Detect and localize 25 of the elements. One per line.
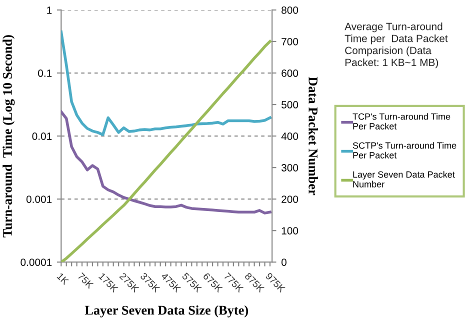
x-tick-label: 75K <box>77 272 94 290</box>
y2-tick-label: 0 <box>282 258 286 266</box>
y2-tick-label: 700 <box>282 38 298 46</box>
legend-label: SCTP's Turn-around Time Per Packet <box>352 142 456 158</box>
y2-tick-label: 400 <box>281 132 298 140</box>
y-tick-label: 0.1 <box>38 70 52 77</box>
line-series <box>61 110 272 214</box>
y2-axis-title: Data Packet Number <box>308 76 318 196</box>
y-tick-label: 0.01 <box>32 132 52 140</box>
y-tick-label: 1 <box>47 6 52 14</box>
y2-tick-label: 600 <box>282 70 298 77</box>
y-tick-label: 0.0001 <box>20 258 52 266</box>
y-axis-title: Turn-around Time (Log 10 Second) <box>2 35 15 238</box>
line-series <box>61 30 272 136</box>
legend-label: Layer Seven Data Packet Number <box>353 171 455 188</box>
y2-tick-label: 100 <box>282 227 298 234</box>
y2-tick-label: 300 <box>282 164 298 172</box>
legend-label: TCP's Turn-around Time Per Packet <box>352 113 450 130</box>
y2-tick-label: 200 <box>282 196 298 203</box>
y2-tick-label: 800 <box>282 6 298 14</box>
y2-tick-label: 500 <box>282 101 298 108</box>
x-axis-title: Layer Seven Data Size (Byte) <box>84 305 248 318</box>
y-tick-label: 0.001 <box>26 196 52 203</box>
x-tick-label: 1K <box>56 272 70 286</box>
text: Average Turn-around Time per Data Packet Comparision (Data Packet: 1 KB~1 MB) <box>344 22 448 68</box>
